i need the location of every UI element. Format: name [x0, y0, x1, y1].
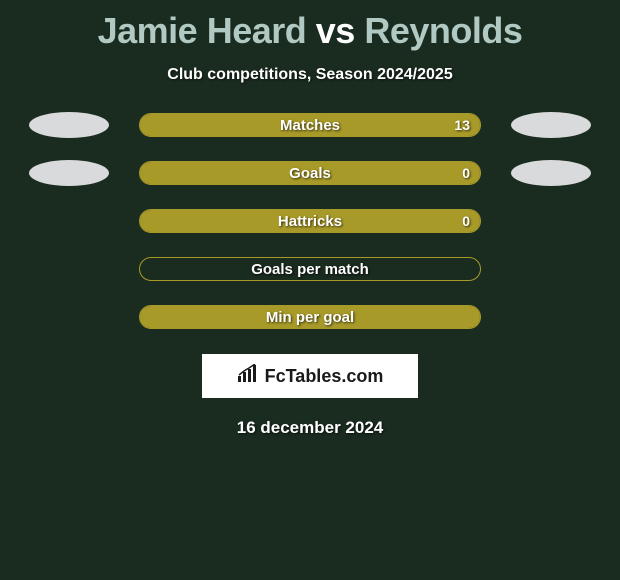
stat-label: Matches [280, 117, 340, 134]
stat-value: 13 [454, 117, 470, 133]
subtitle: Club competitions, Season 2024/2025 [0, 66, 620, 84]
stat-bar: Matches 13 [139, 113, 481, 137]
stat-bar: Goals per match [139, 257, 481, 281]
stat-value: 0 [462, 165, 470, 181]
stat-bar: Hattricks 0 [139, 209, 481, 233]
date-text: 16 december 2024 [0, 418, 620, 438]
player2-photo-placeholder [511, 160, 591, 186]
player1-photo-placeholder [29, 160, 109, 186]
player1-photo-placeholder [29, 112, 109, 138]
stat-bar: Goals 0 [139, 161, 481, 185]
stat-row: Goals 0 [0, 160, 620, 186]
stat-label: Min per goal [266, 309, 354, 326]
stat-label: Goals per match [251, 261, 369, 278]
brand-text: FcTables.com [265, 366, 384, 387]
stat-label: Goals [289, 165, 331, 182]
chart-icon [237, 364, 259, 389]
stat-row: Hattricks 0 [0, 208, 620, 234]
player1-name: Jamie Heard [98, 10, 307, 51]
stat-row: Min per goal [0, 304, 620, 330]
stat-value: 0 [462, 213, 470, 229]
player2-photo-placeholder [511, 112, 591, 138]
vs-text: vs [316, 10, 355, 51]
player2-name: Reynolds [364, 10, 522, 51]
brand-box[interactable]: FcTables.com [202, 354, 418, 398]
page-title: Jamie Heard vs Reynolds [0, 0, 620, 52]
stat-label: Hattricks [278, 213, 342, 230]
stats-panel: Matches 13 Goals 0 Hattricks 0 Goals per match… [0, 112, 620, 330]
stat-row: Matches 13 [0, 112, 620, 138]
stat-bar: Min per goal [139, 305, 481, 329]
stat-row: Goals per match [0, 256, 620, 282]
